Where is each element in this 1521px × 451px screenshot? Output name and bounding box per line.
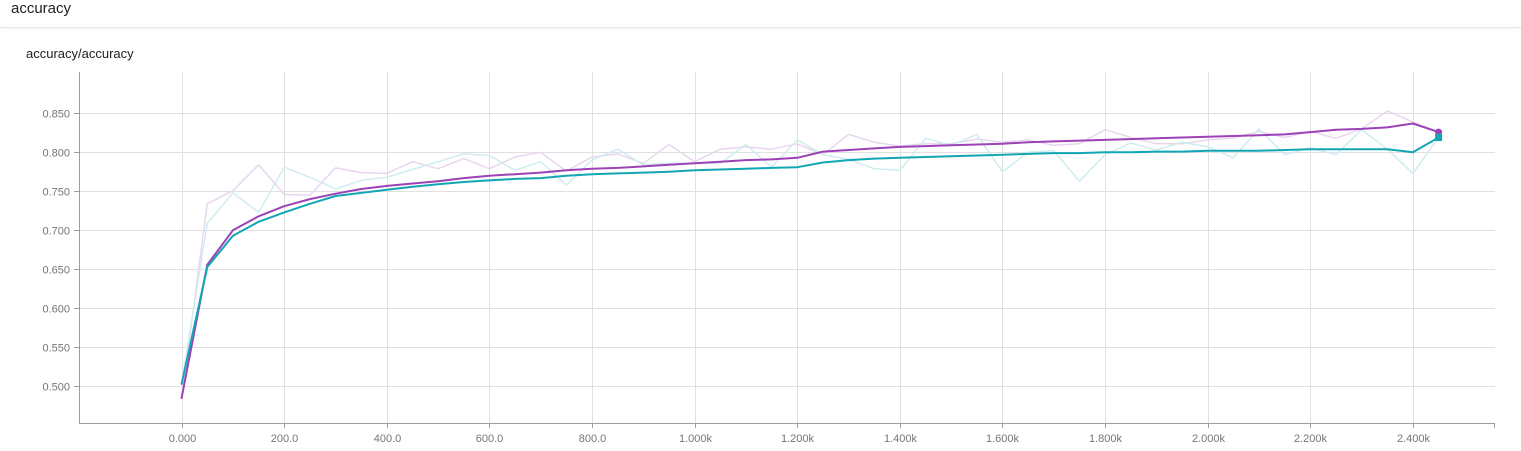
section-header[interactable]: accuracy bbox=[0, 0, 1521, 28]
x-tick-label: 800.0 bbox=[579, 433, 607, 445]
series-line-smoothed[interactable] bbox=[180, 136, 1440, 385]
x-tick-label: 1.600k bbox=[986, 433, 1020, 445]
x-tick-label: 200.0 bbox=[271, 433, 299, 445]
series-end-marker[interactable] bbox=[1435, 134, 1443, 141]
y-tick-label: 0.750 bbox=[42, 187, 70, 199]
x-tick-label: 2.000k bbox=[1192, 433, 1226, 445]
smoothed-lines-layer bbox=[180, 122, 1440, 399]
x-tick-labels: 0.000 200.0 400.0 600.0 800.0 1.000k 1.200k 1.4… bbox=[169, 433, 1431, 445]
series-line-raw[interactable] bbox=[180, 128, 1440, 385]
section-title: accuracy bbox=[11, 0, 72, 17]
grid-layer bbox=[79, 72, 1495, 423]
y-tick-label: 0.600 bbox=[42, 304, 70, 316]
y-tick-labels: 0.500 0.550 0.600 0.650 0.700 0.750 0.800 0.850 bbox=[42, 109, 70, 394]
raw-lines-layer bbox=[180, 110, 1440, 399]
series-line-smoothed[interactable] bbox=[180, 122, 1440, 399]
x-tick-label: 1.000k bbox=[679, 433, 713, 445]
y-tick-label: 0.800 bbox=[42, 148, 70, 160]
x-tick-label: 0.000 bbox=[169, 433, 197, 445]
end-markers-layer bbox=[1435, 128, 1443, 141]
x-tick-label: 600.0 bbox=[476, 433, 504, 445]
axis-layer bbox=[74, 72, 1495, 428]
series-end-marker[interactable] bbox=[1435, 128, 1443, 136]
x-tick-label: 400.0 bbox=[374, 433, 402, 445]
y-tick-label: 0.850 bbox=[42, 109, 70, 121]
x-tick-label: 1.800k bbox=[1089, 433, 1123, 445]
series-line-raw[interactable] bbox=[180, 110, 1440, 399]
x-tick-label: 1.200k bbox=[781, 433, 815, 445]
x-tick-label: 2.200k bbox=[1294, 433, 1328, 445]
x-tick-label: 1.400k bbox=[884, 433, 918, 445]
y-tick-label: 0.500 bbox=[42, 382, 70, 394]
y-tick-label: 0.550 bbox=[42, 343, 70, 355]
y-tick-label: 0.650 bbox=[42, 265, 70, 277]
y-tick-label: 0.700 bbox=[42, 226, 70, 238]
x-tick-label: 2.400k bbox=[1397, 433, 1431, 445]
card-title: accuracy/accuracy bbox=[26, 46, 134, 61]
